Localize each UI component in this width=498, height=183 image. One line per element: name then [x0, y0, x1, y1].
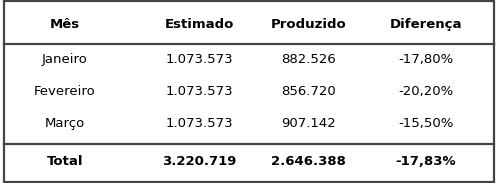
Text: 882.526: 882.526: [281, 53, 336, 66]
Text: -20,20%: -20,20%: [398, 85, 453, 98]
Text: Produzido: Produzido: [271, 18, 347, 31]
Text: 1.073.573: 1.073.573: [165, 117, 233, 130]
Text: Mês: Mês: [50, 18, 80, 31]
Text: 1.073.573: 1.073.573: [165, 85, 233, 98]
Text: 856.720: 856.720: [281, 85, 336, 98]
Text: 2.646.388: 2.646.388: [271, 155, 346, 169]
Text: Janeiro: Janeiro: [42, 53, 88, 66]
Text: Estimado: Estimado: [164, 18, 234, 31]
Text: -17,83%: -17,83%: [395, 155, 456, 169]
Text: -15,50%: -15,50%: [398, 117, 454, 130]
Text: Fevereiro: Fevereiro: [34, 85, 96, 98]
Text: -17,80%: -17,80%: [398, 53, 453, 66]
Text: 907.142: 907.142: [281, 117, 336, 130]
Text: Março: Março: [45, 117, 85, 130]
Text: Diferença: Diferença: [389, 18, 462, 31]
Text: 3.220.719: 3.220.719: [162, 155, 237, 169]
Text: Total: Total: [46, 155, 83, 169]
Text: 1.073.573: 1.073.573: [165, 53, 233, 66]
